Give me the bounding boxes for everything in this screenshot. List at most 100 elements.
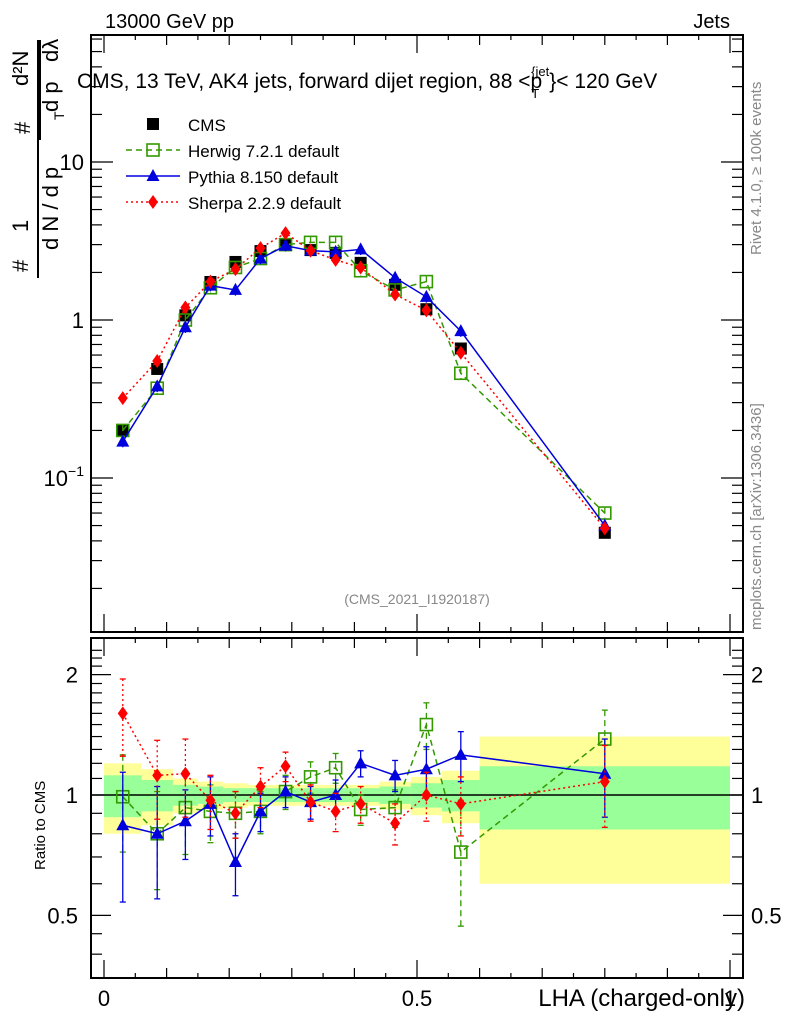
data-point bbox=[116, 818, 130, 831]
data-point bbox=[254, 251, 267, 264]
data-point bbox=[116, 434, 130, 447]
data-point bbox=[354, 756, 368, 769]
data-point bbox=[419, 717, 434, 732]
header-energy-label: 13000 GeV pp bbox=[105, 11, 234, 33]
main-series-herwig bbox=[115, 235, 612, 520]
data-point bbox=[330, 804, 341, 819]
data-point bbox=[280, 759, 291, 774]
title-part: {jet bbox=[531, 64, 549, 79]
data-point bbox=[455, 796, 466, 811]
legend-marker bbox=[147, 118, 159, 130]
data-point bbox=[117, 391, 128, 406]
data-point bbox=[390, 287, 401, 302]
legend-item: CMS bbox=[147, 116, 226, 135]
analysis-id-label: (CMS_2021_I1920187) bbox=[344, 591, 490, 607]
main-y-tick-label: 10 bbox=[60, 150, 84, 175]
data-point bbox=[419, 762, 433, 775]
data-point bbox=[330, 252, 341, 267]
legend-item: Herwig 7.2.1 default bbox=[126, 142, 339, 161]
x-tick-label: 1 bbox=[724, 986, 736, 1011]
data-point bbox=[419, 274, 434, 289]
data-point bbox=[303, 770, 318, 784]
data-point bbox=[279, 238, 293, 251]
data-point bbox=[150, 379, 164, 392]
x-tick-label: 0 bbox=[98, 986, 110, 1011]
data-point bbox=[355, 260, 366, 275]
data-point bbox=[454, 366, 468, 381]
ratio-y-tick-label-right: 1 bbox=[751, 783, 763, 808]
legend-marker bbox=[146, 143, 160, 157]
ratio-y-tick-label: 1 bbox=[66, 783, 78, 808]
data-point bbox=[390, 816, 401, 831]
legend-label: Herwig 7.2.1 default bbox=[188, 142, 339, 161]
ylabel-hash: # bbox=[8, 259, 33, 272]
legend: CMS Herwig 7.2.1 default Pythia 8.150 defa… bbox=[126, 116, 341, 213]
exponent: −1 bbox=[68, 463, 84, 479]
data-point bbox=[180, 766, 191, 781]
data-point bbox=[419, 289, 433, 302]
data-point bbox=[228, 282, 242, 295]
data-point bbox=[421, 788, 432, 802]
series-line bbox=[122, 722, 606, 854]
data-point bbox=[255, 241, 266, 256]
ylabel-denominator: d N / d p bbox=[38, 167, 63, 250]
data-point bbox=[354, 242, 368, 255]
ylabel-hash2: # bbox=[10, 121, 35, 134]
base: 10 bbox=[44, 466, 68, 491]
series-line bbox=[122, 754, 605, 864]
data-point bbox=[388, 768, 402, 781]
data-point bbox=[328, 760, 343, 775]
ratio-y-axis-label: Ratio to CMS bbox=[32, 781, 49, 870]
data-point bbox=[421, 303, 432, 318]
series-line bbox=[122, 244, 606, 527]
data-point bbox=[205, 274, 216, 289]
plot-title: CMS, 13 TeV, AK4 jets, forward dijet reg… bbox=[77, 64, 657, 101]
data-point bbox=[280, 226, 291, 241]
data-point bbox=[329, 244, 343, 257]
data-point bbox=[230, 806, 241, 821]
ratio-y-tick-label-right: 0.5 bbox=[751, 903, 782, 928]
data-point bbox=[180, 300, 191, 315]
ylabel-numerator2: d²N bbox=[8, 51, 33, 86]
title-part: }< 120 GeV bbox=[549, 70, 657, 93]
main-y-tick-label: 10−1 bbox=[44, 463, 85, 491]
x-axis-label: LHA (charged-only) bbox=[538, 985, 745, 1012]
data-point bbox=[228, 854, 242, 867]
x-tick-label: 0.5 bbox=[402, 986, 433, 1011]
legend-item: Sherpa 2.2.9 default bbox=[126, 194, 341, 213]
ylabel-subscript: T bbox=[51, 111, 67, 120]
main-y-tick-label: 1 bbox=[72, 308, 84, 333]
legend-label: CMS bbox=[188, 116, 226, 135]
ratio-y-tick-label-right: 2 bbox=[751, 663, 763, 688]
title-part: CMS, 13 TeV, AK4 jets, forward dijet reg… bbox=[77, 70, 542, 93]
data-point bbox=[279, 784, 293, 797]
data-point bbox=[305, 243, 316, 258]
main-series-sherpa bbox=[117, 226, 610, 536]
ratio-series-sherpa bbox=[117, 678, 610, 846]
data-point bbox=[454, 747, 468, 760]
main-series-cms bbox=[116, 238, 611, 539]
ratio-y-tick-label: 2 bbox=[66, 663, 78, 688]
legend-marker bbox=[146, 169, 160, 181]
data-point bbox=[388, 270, 402, 283]
ylabel-lambda: dλ bbox=[38, 39, 63, 62]
ylabel-numerator: 1 bbox=[8, 220, 33, 232]
data-point bbox=[205, 793, 216, 808]
series-line bbox=[122, 712, 605, 825]
ylabel-denominator2: d p bbox=[38, 81, 63, 112]
series-line bbox=[122, 241, 606, 514]
legend-label: Sherpa 2.2.9 default bbox=[188, 194, 341, 213]
data-point bbox=[355, 796, 366, 811]
legend-marker bbox=[148, 195, 158, 209]
legend-item: Pythia 8.150 default bbox=[126, 168, 339, 187]
data-point bbox=[255, 779, 266, 794]
data-point bbox=[152, 768, 163, 783]
data-point bbox=[150, 826, 164, 839]
data-point bbox=[117, 706, 128, 721]
data-point bbox=[454, 324, 468, 337]
legend-label: Pythia 8.150 default bbox=[188, 168, 339, 187]
rivet-version-label: Rivet 4.1.0, ≥ 100k events bbox=[748, 82, 765, 255]
data-point bbox=[599, 774, 610, 789]
